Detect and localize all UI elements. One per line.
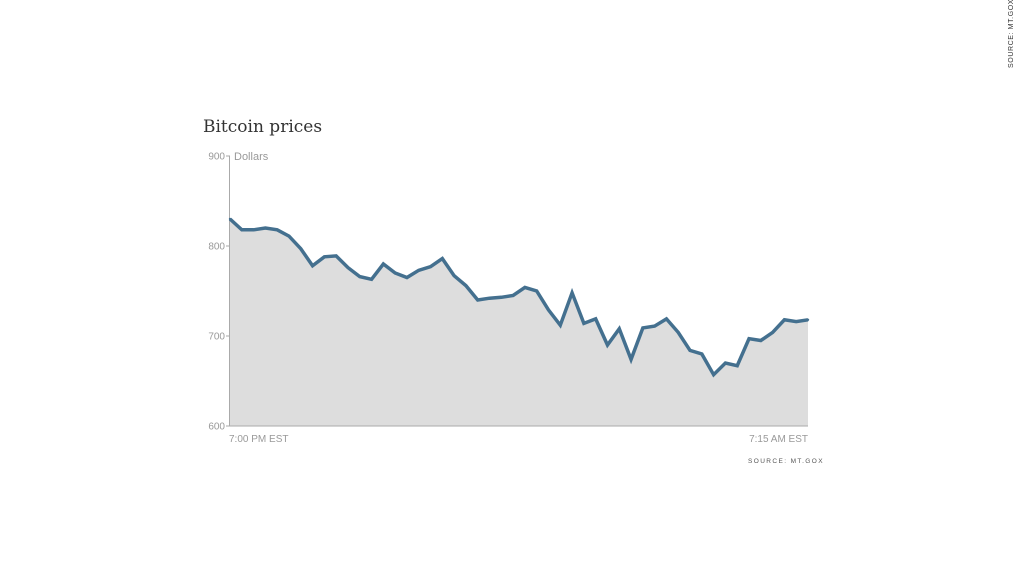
x-tick-label-start: 7:00 PM EST (229, 434, 288, 445)
data-point (806, 318, 810, 321)
y-tick-label: 600 (208, 422, 225, 433)
data-point (452, 274, 456, 277)
data-point-group (228, 217, 810, 376)
data-point (594, 317, 597, 321)
data-point (464, 284, 468, 287)
data-point (665, 317, 668, 321)
data-point (252, 228, 255, 231)
data-point (334, 254, 338, 258)
data-point (346, 266, 350, 269)
data-point (275, 228, 279, 231)
data-point (500, 296, 503, 299)
data-point (700, 352, 704, 356)
data-point (441, 257, 444, 260)
chart-title: Bitcoin prices (203, 117, 323, 137)
x-tick-label-end: 7:15 AM EST (749, 434, 808, 445)
data-point (653, 324, 656, 328)
data-point (523, 286, 527, 289)
data-point (358, 275, 361, 278)
y-tick-label: 800 (208, 242, 225, 253)
data-point (677, 331, 680, 334)
data-point (629, 358, 633, 361)
data-point (264, 226, 267, 230)
price-line (228, 217, 809, 378)
data-point (783, 318, 786, 321)
data-point (382, 262, 385, 266)
data-point (429, 265, 432, 268)
data-point (393, 271, 397, 275)
data-point (417, 269, 420, 272)
data-point (736, 364, 739, 367)
data-point (311, 264, 314, 267)
data-point (712, 373, 715, 376)
data-point (747, 337, 751, 340)
data-point (535, 289, 538, 293)
data-point (476, 298, 479, 302)
data-point (771, 331, 774, 334)
data-point (724, 361, 727, 365)
price-area (230, 219, 808, 426)
y-tick-label: 700 (208, 332, 225, 343)
data-point (641, 326, 645, 330)
data-point (688, 349, 692, 352)
data-point (795, 320, 798, 323)
y-axis-label: Dollars (234, 151, 269, 163)
data-point (323, 255, 326, 258)
data-point (299, 247, 302, 250)
data-point (559, 324, 562, 327)
data-point (370, 278, 373, 281)
data-point (618, 327, 621, 330)
y-tick-group: 900 800 700 600 (208, 152, 230, 433)
data-point (228, 217, 232, 221)
data-point (570, 291, 574, 294)
data-point (488, 297, 491, 300)
data-point (606, 343, 609, 347)
source-note: SOURCE: MT.GOX (748, 458, 824, 465)
y-tick-label: 900 (208, 152, 225, 163)
data-point (582, 322, 586, 325)
data-point (405, 276, 409, 279)
data-point (287, 234, 291, 238)
data-point (759, 339, 763, 342)
data-point (547, 308, 550, 312)
data-point (240, 228, 243, 231)
data-point (511, 294, 515, 297)
